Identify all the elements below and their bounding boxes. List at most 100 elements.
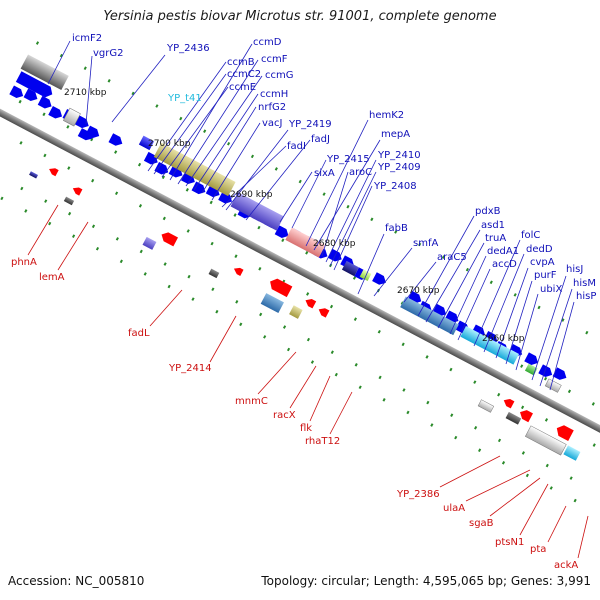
gene-label-accD[interactable]: accD [492, 259, 517, 270]
reverse-leader-lines [27, 204, 589, 559]
feature-block[interactable] [63, 196, 75, 206]
scale-tick [18, 99, 22, 104]
feature-block[interactable] [563, 445, 581, 461]
leader-line [549, 301, 575, 391]
feature-block[interactable] [138, 135, 155, 151]
gene-label-racX[interactable]: racX [273, 410, 296, 421]
scale-tick [43, 153, 47, 158]
gene-label-ccmD[interactable]: ccmD [253, 37, 282, 48]
scale-tick [454, 435, 458, 440]
gene-label-pta[interactable]: pta [530, 544, 546, 555]
gene-label-ulaA[interactable]: ulaA [443, 503, 465, 514]
gene-label-lemA[interactable]: lemA [39, 272, 65, 283]
leader-line [449, 255, 487, 335]
gene-label-icmF2[interactable]: icmF2 [72, 33, 102, 44]
gene-label-smfA[interactable]: smfA [413, 238, 438, 249]
gene-label-ccmF[interactable]: ccmF [261, 54, 288, 65]
gene-label-ackA[interactable]: ackA [554, 560, 578, 571]
feature-block[interactable] [359, 269, 372, 281]
gene-label-ccmH[interactable]: ccmH [260, 89, 288, 100]
scale-tick [114, 150, 118, 154]
feature-block[interactable] [505, 411, 522, 425]
gene-label-fadJ[interactable]: fadJ [311, 134, 330, 145]
feature-block[interactable] [20, 54, 69, 91]
feature-block[interactable] [62, 107, 81, 127]
scale-tick [259, 312, 263, 317]
gene-label-dedD[interactable]: dedD [526, 244, 553, 255]
scale-label: 2680 kbp [313, 239, 356, 249]
gene-label-ccmC2[interactable]: ccmC2 [227, 69, 261, 80]
gene-label-YP_2408[interactable]: YP_2408 [373, 181, 417, 192]
scale-tick [107, 79, 111, 83]
tick-row-reverse-1 [20, 186, 573, 480]
feature-block[interactable] [29, 171, 39, 179]
gene-label-ccmG[interactable]: ccmG [265, 70, 294, 81]
gene-label-hisP[interactable]: hisP [576, 291, 596, 302]
gene-label-fadL[interactable]: fadL [128, 328, 150, 339]
gene-label-vgrG2[interactable]: vgrG2 [93, 48, 124, 59]
gene-label-flk[interactable]: flk [300, 423, 312, 434]
feature-block[interactable] [230, 192, 285, 231]
feature-block[interactable] [289, 305, 303, 319]
gene-label-YP_2414[interactable]: YP_2414 [168, 363, 212, 374]
gene-label-ubiX[interactable]: ubiX [540, 284, 562, 295]
gene-label-asd1[interactable]: asd1 [481, 220, 505, 231]
gene-label-truA[interactable]: truA [485, 233, 506, 244]
leader-line [245, 139, 311, 221]
feature-block[interactable] [341, 260, 359, 277]
gene-label-araC5[interactable]: araC5 [437, 252, 467, 263]
gene-label-hemK2[interactable]: hemK2 [369, 110, 404, 121]
gene-label-YP_2415[interactable]: YP_2415 [326, 154, 370, 165]
scale-tick [234, 254, 238, 258]
gene-label-pdxB[interactable]: pdxB [475, 206, 501, 217]
scale-tick [257, 225, 261, 230]
gene-label-YP_2419[interactable]: YP_2419 [288, 119, 332, 130]
feature-block[interactable] [208, 268, 220, 279]
leader-line [221, 145, 287, 208]
gene-label-hisM[interactable]: hisM [573, 278, 596, 289]
accession-text: Accession: NC_005810 [8, 574, 145, 588]
scale-tick [161, 175, 166, 180]
gene-label-phnA[interactable]: phnA [11, 257, 37, 268]
gene-label-mepA[interactable]: mepA [381, 129, 410, 140]
gene-label-purF[interactable]: purF [534, 270, 557, 281]
gene-label-fadI[interactable]: fadI [287, 141, 306, 152]
leader-line [291, 159, 327, 229]
gene-label-YP_t41[interactable]: YP_t41 [167, 93, 202, 104]
gene-label-YP_2409[interactable]: YP_2409 [377, 162, 421, 173]
gene-label-folC[interactable]: folC [521, 230, 540, 241]
leader-line [313, 139, 381, 251]
scale-tick [569, 476, 573, 480]
gene-label-cvpA[interactable]: cvpA [530, 257, 555, 268]
gene-label-nrfG2[interactable]: nrfG2 [258, 102, 286, 113]
genome-title: Yersinia pestis biovar Microtus str. 910… [103, 9, 497, 24]
cds-arrow-forward [524, 352, 539, 366]
gene-label-fabB[interactable]: fabB [385, 223, 408, 234]
feature-block[interactable] [460, 326, 520, 365]
leader-line [185, 75, 263, 187]
gene-label-dedA1[interactable]: dedA1 [487, 246, 519, 257]
gene-label-ccmE[interactable]: ccmE [229, 82, 256, 93]
feature-block[interactable] [544, 378, 562, 393]
gene-label-ptsN1[interactable]: ptsN1 [495, 537, 524, 548]
gene-label-sixA[interactable]: sixA [314, 168, 335, 179]
gene-label-rhaT12[interactable]: rhaT12 [305, 436, 340, 447]
feature-block[interactable] [142, 236, 157, 250]
gene-label-YP_2410[interactable]: YP_2410 [377, 150, 421, 161]
feature-block[interactable] [260, 293, 284, 314]
gene-label-mnmC[interactable]: mnmC [235, 396, 268, 407]
gene-label-ccmB[interactable]: ccmB [227, 57, 255, 68]
gene-label-hisJ[interactable]: hisJ [566, 264, 583, 275]
scale-tick [211, 287, 215, 292]
gene-label-vacJ[interactable]: vacJ [262, 118, 283, 129]
leader-line [321, 171, 349, 257]
feature-block[interactable] [285, 227, 326, 258]
feature-block[interactable] [477, 399, 495, 413]
gene-label-aroC[interactable]: aroC [349, 167, 372, 178]
gene-label-YP_2386[interactable]: YP_2386 [396, 489, 440, 500]
gene-label-sgaB[interactable]: sgaB [469, 518, 494, 529]
gene-label-YP_2436[interactable]: YP_2436 [166, 43, 210, 54]
scale-tick [406, 410, 410, 415]
feature-block[interactable] [153, 142, 236, 197]
feature-block[interactable] [524, 425, 567, 456]
